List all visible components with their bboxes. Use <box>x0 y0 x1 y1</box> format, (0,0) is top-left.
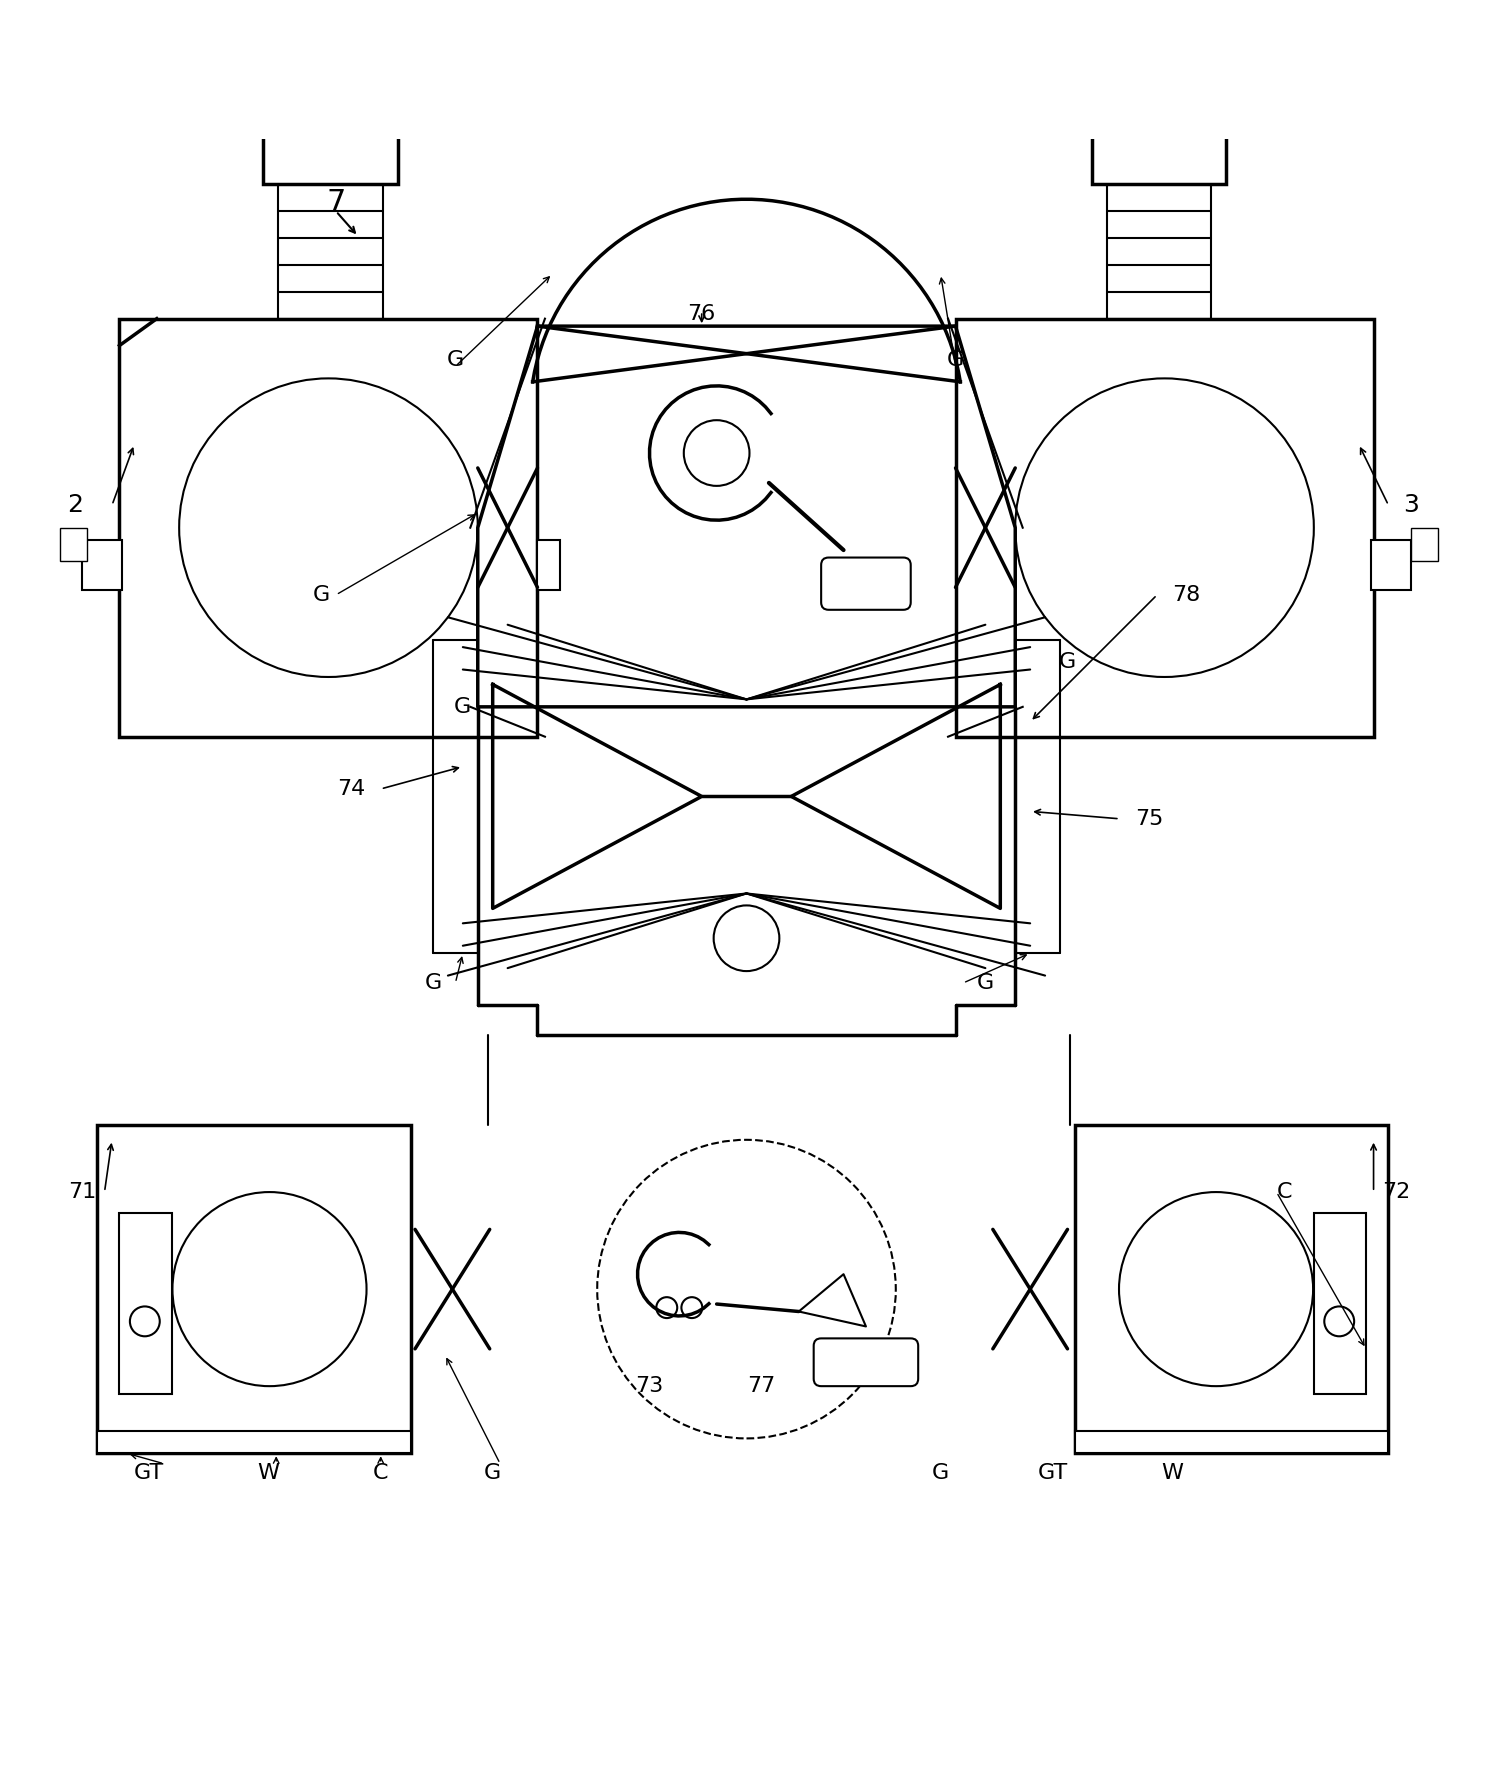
Text: 3: 3 <box>1403 493 1418 517</box>
Text: W: W <box>1162 1462 1182 1483</box>
Bar <box>1371 540 1411 590</box>
Text: G: G <box>947 351 964 370</box>
Text: GT: GT <box>1038 1462 1067 1483</box>
Bar <box>97 1432 411 1453</box>
Bar <box>60 528 87 562</box>
Text: G: G <box>484 1462 502 1483</box>
Bar <box>82 540 122 590</box>
Text: 2: 2 <box>67 493 82 517</box>
Text: G: G <box>1059 652 1076 672</box>
Bar <box>263 103 397 184</box>
Circle shape <box>1120 1193 1314 1386</box>
Text: 7: 7 <box>327 188 345 216</box>
Circle shape <box>172 1193 367 1386</box>
Circle shape <box>684 420 749 486</box>
Bar <box>956 319 1374 737</box>
Text: C: C <box>1277 1182 1291 1201</box>
Text: 72: 72 <box>1383 1182 1409 1201</box>
Text: G: G <box>424 973 442 992</box>
Text: 77: 77 <box>748 1377 775 1396</box>
Circle shape <box>714 905 779 971</box>
Bar <box>1091 103 1226 184</box>
Circle shape <box>657 1297 678 1318</box>
Text: G: G <box>454 696 472 718</box>
Bar <box>1075 1432 1388 1453</box>
Bar <box>1314 1214 1366 1393</box>
Text: 73: 73 <box>636 1377 663 1396</box>
Text: 74: 74 <box>337 780 364 799</box>
Circle shape <box>179 379 478 677</box>
Circle shape <box>1015 379 1314 677</box>
Text: G: G <box>312 585 330 604</box>
Text: W: W <box>258 1462 279 1483</box>
Bar <box>1075 1125 1388 1453</box>
FancyBboxPatch shape <box>814 1338 918 1386</box>
Text: 71: 71 <box>69 1182 96 1201</box>
Circle shape <box>130 1306 160 1336</box>
FancyBboxPatch shape <box>821 558 911 610</box>
Text: C: C <box>373 1462 388 1483</box>
Text: GT: GT <box>134 1462 164 1483</box>
Circle shape <box>681 1297 702 1318</box>
Bar <box>537 540 560 590</box>
Text: 76: 76 <box>688 305 715 324</box>
Text: G: G <box>446 351 464 370</box>
Text: 78: 78 <box>1172 585 1200 604</box>
Bar <box>1411 528 1438 562</box>
Bar <box>119 319 537 737</box>
Circle shape <box>1324 1306 1354 1336</box>
Text: G: G <box>932 1462 950 1483</box>
Text: 75: 75 <box>1135 808 1163 829</box>
Text: G: G <box>976 973 994 992</box>
Bar <box>119 1214 172 1393</box>
Bar <box>97 1125 411 1453</box>
